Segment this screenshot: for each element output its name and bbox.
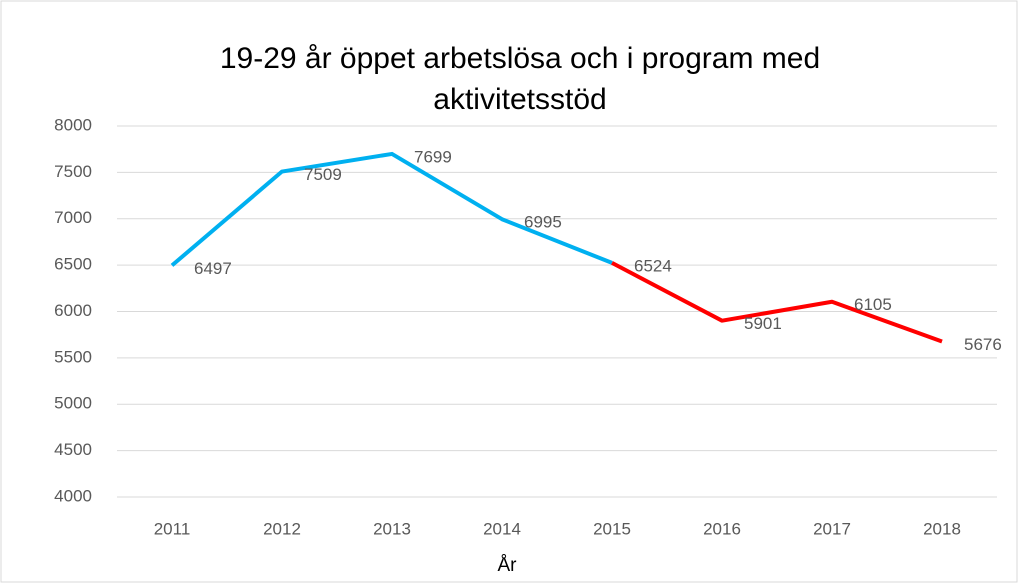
line-series xyxy=(170,151,613,267)
data-label: 5901 xyxy=(744,314,782,333)
x-tick-label: 2016 xyxy=(703,519,741,538)
data-label: 6524 xyxy=(634,256,672,275)
data-label: 5676 xyxy=(964,335,1002,354)
y-tick-label: 6500 xyxy=(54,255,92,274)
data-label: 7509 xyxy=(304,165,342,184)
y-tick-label: 6000 xyxy=(54,301,92,320)
y-tick-label: 4500 xyxy=(54,440,92,459)
data-label: 6497 xyxy=(194,259,232,278)
line-series xyxy=(611,261,943,344)
y-tick-label: 7000 xyxy=(54,208,92,227)
y-tick-label: 8000 xyxy=(54,115,92,134)
x-tick-label: 2013 xyxy=(373,519,411,538)
y-tick-label: 7500 xyxy=(54,162,92,181)
data-label: 6105 xyxy=(854,295,892,314)
y-tick-label: 4000 xyxy=(54,486,92,505)
x-tick-label: 2017 xyxy=(813,519,851,538)
chart-title: aktivitetsstöd xyxy=(433,83,606,116)
x-tick-label: 2015 xyxy=(593,519,631,538)
x-axis-title: År xyxy=(498,555,518,576)
chart-title: 19-29 år öppet arbetslösa och i program … xyxy=(220,42,820,75)
x-tick-label: 2011 xyxy=(154,519,191,538)
x-tick-label: 2018 xyxy=(923,519,961,538)
x-tick-label: 2012 xyxy=(263,519,301,538)
data-label: 7699 xyxy=(414,147,452,166)
data-label: 6995 xyxy=(524,213,562,232)
x-tick-label: 2014 xyxy=(483,519,521,538)
y-tick-label: 5000 xyxy=(54,394,92,413)
y-tick-label: 5500 xyxy=(54,347,92,366)
